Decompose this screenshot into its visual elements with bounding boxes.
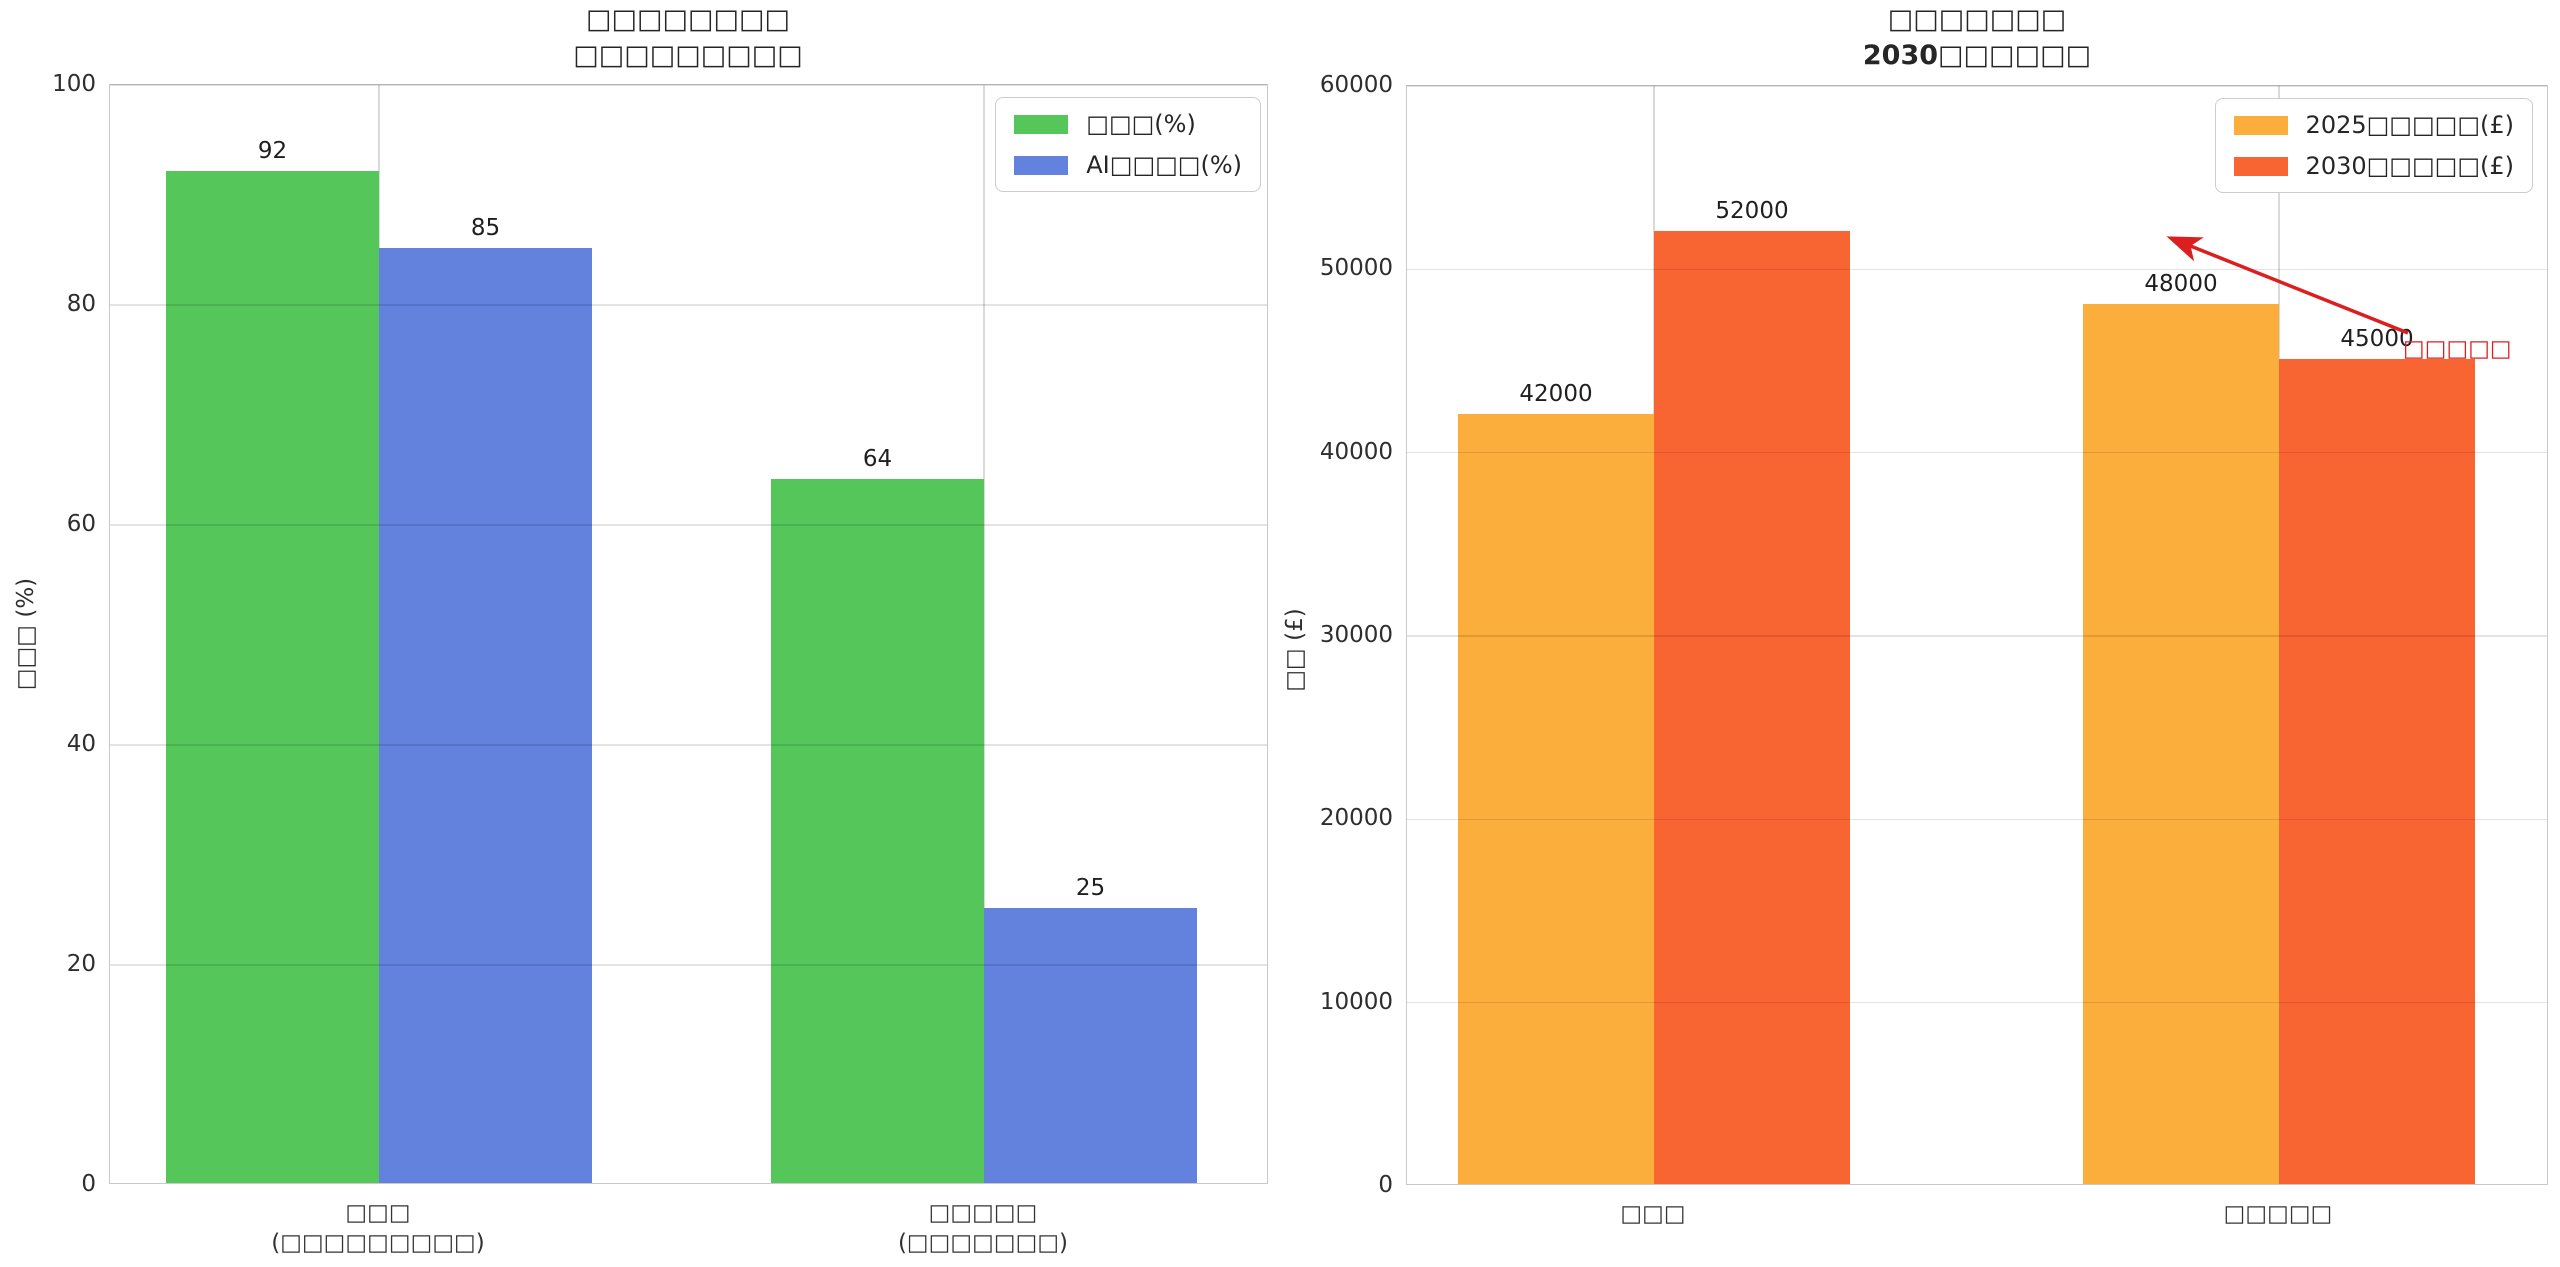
bar-series2-group1 bbox=[379, 248, 592, 1183]
left-chart-title: □□□□□□□□ □□□□□□□□□ bbox=[573, 2, 803, 74]
y-tick-label: 10000 bbox=[1319, 988, 1393, 1015]
legend-item: 2030□□□□□(£) bbox=[2233, 152, 2514, 180]
y-tick-label: 0 bbox=[1378, 1172, 1393, 1198]
gridline-vertical bbox=[983, 85, 985, 1183]
left-y-axis-label: □□□ (%) bbox=[13, 577, 39, 691]
gridline-horizontal bbox=[1407, 85, 2547, 87]
bar-value-label: 92 bbox=[257, 138, 288, 164]
legend-item: AI□□□□(%) bbox=[1014, 151, 1242, 179]
y-tick-label: 100 bbox=[52, 71, 96, 97]
bar-series1-group2 bbox=[771, 479, 984, 1183]
bar-series2-group1 bbox=[1654, 230, 1850, 1184]
gridline-horizontal bbox=[1407, 451, 2547, 454]
bar-series1-group2 bbox=[2083, 304, 2279, 1184]
bar-value-label: 25 bbox=[1075, 875, 1106, 901]
y-tick-label: 30000 bbox=[1319, 622, 1393, 648]
legend-label-2025: 2025□□□□□(£) bbox=[2305, 111, 2514, 139]
left-chart-title-line1: □□□□□□□□ bbox=[585, 4, 791, 35]
y-tick-label: 0 bbox=[81, 1171, 96, 1197]
gridline-horizontal bbox=[1407, 818, 2547, 821]
gridline-horizontal bbox=[110, 84, 1267, 86]
gridline-horizontal bbox=[110, 524, 1267, 526]
legend-item: 2025□□□□□(£) bbox=[2233, 111, 2514, 139]
gridline-horizontal bbox=[110, 964, 1267, 966]
bar-value-label: 64 bbox=[862, 446, 893, 472]
gridline-horizontal bbox=[1407, 635, 2547, 637]
bar-series2-group2 bbox=[984, 908, 1197, 1183]
left-plot-area: □□□(%) AI□□□□(%) 92 64 85 25 bbox=[109, 84, 1268, 1184]
legend-swatch-2030 bbox=[2233, 156, 2288, 176]
right-legend: 2025□□□□□(£) 2030□□□□□(£) bbox=[2214, 98, 2533, 193]
legend-label-series2: AI□□□□(%) bbox=[1086, 151, 1242, 179]
y-tick-label: 20 bbox=[66, 951, 96, 977]
legend-label-series1: □□□(%) bbox=[1086, 110, 1196, 138]
x-tick-label: □□□□□ (□□□□□□□) bbox=[897, 1200, 1069, 1256]
bar-value-label: 52000 bbox=[1715, 197, 1789, 224]
right-chart-title-line1: □□□□□□□ bbox=[1887, 4, 2067, 35]
gridline-horizontal bbox=[1407, 1001, 2547, 1004]
y-tick-label: 60000 bbox=[1319, 72, 1393, 98]
y-tick-label: 40 bbox=[66, 731, 96, 757]
x-tick-label: □□□□□ bbox=[2223, 1201, 2333, 1227]
legend-swatch-2025 bbox=[2233, 115, 2288, 135]
y-tick-label: 50000 bbox=[1319, 255, 1393, 282]
legend-item: □□□(%) bbox=[1014, 110, 1242, 138]
y-tick-label: 40000 bbox=[1319, 438, 1393, 465]
legend-label-2030: 2030□□□□□(£) bbox=[2305, 152, 2514, 180]
legend-swatch-series1 bbox=[1014, 114, 1069, 134]
right-y-axis-label: □□ (£) bbox=[1282, 608, 1308, 692]
gridline-horizontal bbox=[110, 304, 1267, 306]
y-tick-label: 20000 bbox=[1319, 805, 1393, 832]
annotation-text: □□□□□ bbox=[2403, 336, 2512, 362]
left-legend: □□□(%) AI□□□□(%) bbox=[995, 97, 1261, 192]
gridline-horizontal bbox=[1407, 268, 2547, 271]
x-tick-label: □□□ (□□□□□□□□□) bbox=[271, 1200, 485, 1256]
right-chart-title: □□□□□□□ 2030□□□□□□ bbox=[1863, 2, 2091, 74]
left-chart-title-line2: □□□□□□□□□ bbox=[573, 40, 803, 71]
gridline-horizontal bbox=[110, 744, 1267, 746]
right-plot-area: 2025□□□□□(£) 2030□□□□□(£) 42000 48000 5200… bbox=[1406, 85, 2548, 1185]
bar-value-label: 42000 bbox=[1519, 381, 1593, 407]
bar-series1-group1 bbox=[1458, 414, 1654, 1184]
bar-series2-group2 bbox=[2279, 359, 2475, 1184]
y-tick-label: 80 bbox=[66, 291, 96, 317]
y-tick-label: 60 bbox=[66, 511, 96, 537]
x-tick-label: □□□ bbox=[1620, 1201, 1686, 1227]
bar-value-label: 85 bbox=[470, 215, 501, 241]
legend-swatch-series2 bbox=[1014, 155, 1069, 175]
bar-value-label: 48000 bbox=[2144, 271, 2218, 297]
right-chart-title-line2: 2030□□□□□□ bbox=[1862, 40, 2092, 71]
bar-series1-group1 bbox=[166, 171, 379, 1183]
